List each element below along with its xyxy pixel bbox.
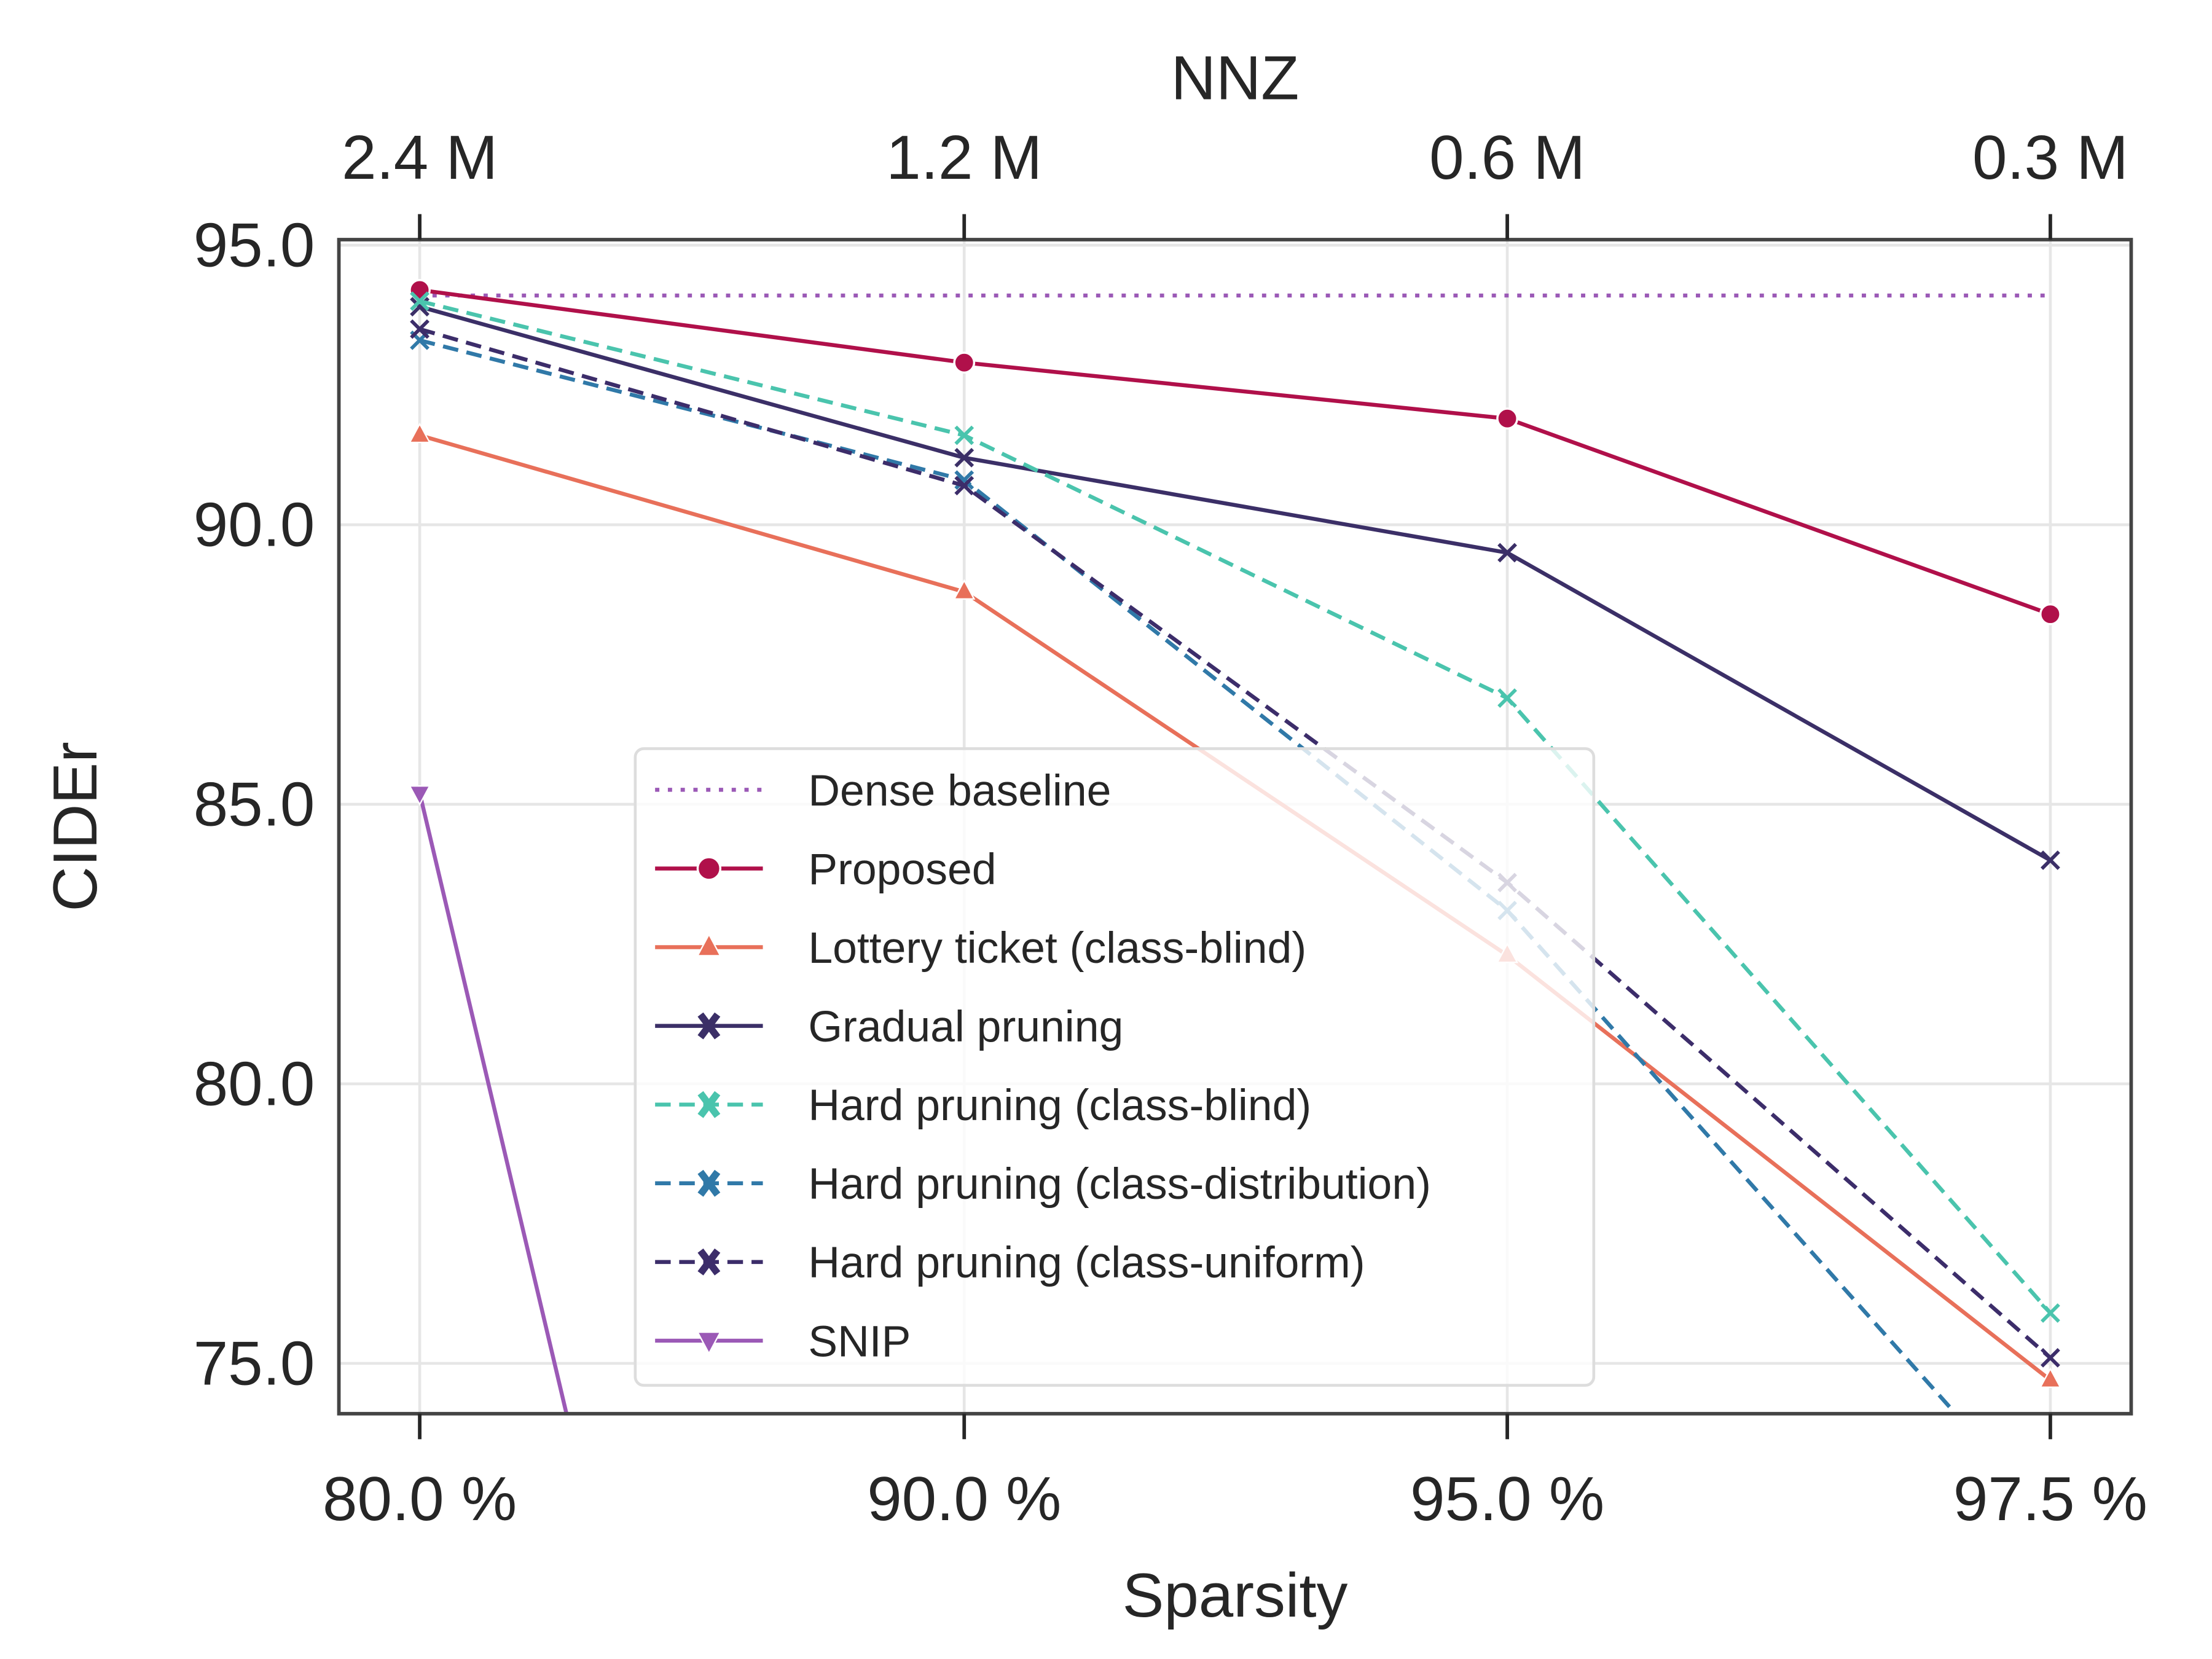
top-x-tick-label: 2.4 M (342, 122, 498, 192)
legend-marker (697, 1012, 721, 1040)
data-point (954, 476, 975, 496)
data-point (410, 319, 429, 339)
legend-marker (697, 1091, 721, 1118)
series-line (419, 299, 2052, 1315)
series-proposed (409, 279, 2061, 626)
legend-entry: Hard pruning (class-distribution) (655, 1159, 1431, 1209)
series-line (419, 327, 2052, 1360)
legend-label: Proposed (808, 845, 996, 894)
legend-label: SNIP (808, 1317, 911, 1366)
legend-marker (696, 1331, 722, 1355)
legend-label: Gradual pruning (808, 1002, 1123, 1051)
x-tick-label: 95.0 % (1410, 1464, 1604, 1534)
x-tick-label: 80.0 % (323, 1464, 517, 1534)
data-point (410, 291, 429, 311)
legend-entry: Gradual pruning (655, 1002, 1123, 1051)
series-snip (408, 785, 569, 1414)
data-point (953, 579, 976, 600)
series-line (417, 792, 569, 1414)
data-point (954, 425, 975, 445)
legend-label: Dense baseline (808, 766, 1111, 815)
legend-marker (696, 856, 722, 881)
top-axis-label: NNZ (1171, 43, 1300, 113)
legend-marker (697, 1169, 721, 1197)
x-axis-label: Sparsity (1123, 1560, 1348, 1630)
legend-entry: Lottery ticket (class-blind) (655, 924, 1306, 973)
series-line (419, 288, 2052, 616)
y-tick-label: 75.0 (194, 1328, 315, 1398)
legend-label: Hard pruning (class-blind) (808, 1081, 1311, 1130)
legend-entry: Hard pruning (class-blind) (655, 1081, 1311, 1130)
legend-entry: SNIP (655, 1317, 911, 1366)
y-axis-label: CIDEr (40, 742, 110, 911)
y-tick-label: 95.0 (194, 210, 315, 280)
plot-frame (337, 238, 2133, 1416)
legend-label: Hard pruning (class-uniform) (808, 1238, 1365, 1287)
legend-entry: Dense baseline (655, 766, 1111, 815)
data-point (953, 351, 976, 374)
series-hard-pruning-class-blind- (410, 291, 2060, 1323)
data-point (954, 447, 975, 468)
legend-entry: Hard pruning (class-uniform) (655, 1238, 1365, 1287)
legend-label: Lottery ticket (class-blind) (808, 924, 1306, 973)
data-point (2039, 603, 2061, 626)
series-line (419, 305, 2052, 862)
legend-entry: Proposed (655, 845, 997, 894)
legend: Dense baseline Proposed Lottery ticket (cl… (633, 747, 1596, 1387)
x-tick-label: 90.0 % (867, 1464, 1061, 1534)
x-tick-label: 97.5 % (1953, 1464, 2147, 1534)
data-point (409, 279, 431, 301)
data-point (1496, 407, 1518, 430)
data-point (2041, 1303, 2060, 1323)
legend-box (633, 747, 1596, 1387)
data-point (2039, 1367, 2062, 1388)
y-tick-label: 85.0 (194, 769, 315, 839)
series-line (419, 338, 1958, 1414)
legend-marker (697, 1248, 721, 1276)
top-x-tick-label: 1.2 M (886, 122, 1042, 192)
data-point (408, 422, 431, 444)
data-point (2041, 1347, 2060, 1368)
legend-label: Hard pruning (class-distribution) (808, 1159, 1431, 1209)
y-tick-label: 90.0 (194, 490, 315, 560)
top-x-tick-label: 0.3 M (1972, 122, 2128, 192)
data-point (1497, 688, 1517, 708)
legend-marker (696, 933, 722, 957)
data-point (408, 785, 431, 806)
y-tick-label: 80.0 (194, 1049, 315, 1119)
data-point (2041, 850, 2060, 870)
top-x-tick-label: 0.6 M (1429, 122, 1585, 192)
data-point (1497, 543, 1517, 563)
ticks: 80.0 % 2.4 M 90.0 % 1.2 M 95.0 % 0.6 M 97.5 % 0… (194, 122, 2147, 1534)
